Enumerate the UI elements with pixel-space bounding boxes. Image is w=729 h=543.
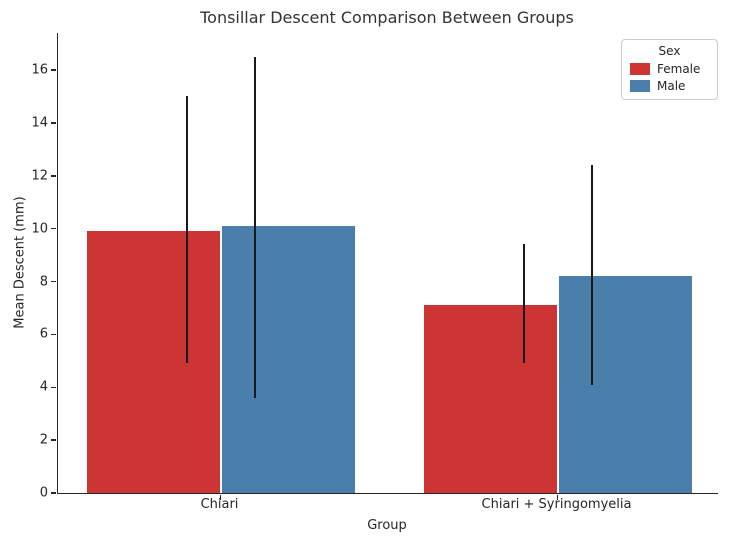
x-tick-mark bbox=[556, 495, 559, 500]
plot-area bbox=[51, 33, 718, 500]
legend-label-male: Male bbox=[657, 79, 686, 93]
y-tick-mark bbox=[51, 280, 56, 283]
y-tick-mark bbox=[51, 439, 56, 441]
y-tick-label: 12 bbox=[31, 168, 48, 184]
legend: Sex Female Male bbox=[621, 39, 718, 100]
y-tick-label: 4 bbox=[39, 379, 48, 395]
y-tick-label: 16 bbox=[31, 62, 48, 78]
y-tick-mark bbox=[51, 227, 56, 230]
error-bar-female-chiari-syringomyelia bbox=[522, 244, 525, 364]
y-tick-mark bbox=[51, 122, 56, 124]
error-bar-male-chiari bbox=[253, 56, 256, 398]
x-tick-mark bbox=[219, 495, 222, 500]
female-color-swatch bbox=[630, 63, 650, 75]
error-bar-male-chiari-syringomyelia bbox=[590, 165, 593, 385]
legend-item-male: Male bbox=[630, 79, 709, 93]
x-axis-label: Group bbox=[367, 518, 407, 533]
chart-title: Tonsillar Descent Comparison Between Gro… bbox=[200, 8, 574, 27]
y-tick-label: 6 bbox=[39, 326, 48, 342]
x-tick-label-chiari: Chiari bbox=[200, 497, 239, 512]
legend-item-female: Female bbox=[630, 62, 709, 76]
male-color-swatch bbox=[630, 80, 650, 92]
y-tick-label: 2 bbox=[39, 432, 48, 448]
x-tick-label-chiari-syringomyelia: Chiari + Syringomyelia bbox=[481, 497, 632, 512]
legend-label-female: Female bbox=[657, 62, 701, 76]
bar-female-chiari bbox=[86, 231, 220, 493]
y-tick-label: 8 bbox=[39, 274, 48, 289]
error-bar-female-chiari bbox=[185, 96, 188, 364]
bar-male-chiari-syringomyelia bbox=[558, 276, 692, 493]
y-tick-mark bbox=[51, 175, 56, 177]
y-tick-label: 14 bbox=[31, 115, 48, 131]
y-tick-label: 10 bbox=[31, 221, 48, 237]
bar-male-chiari bbox=[221, 226, 355, 493]
bar-female-chiari-syringomyelia bbox=[423, 305, 557, 493]
y-tick-mark bbox=[51, 386, 56, 388]
y-tick-mark bbox=[51, 492, 56, 494]
y-tick-label: 0 bbox=[39, 485, 48, 501]
y-tick-mark bbox=[51, 69, 56, 71]
y-axis-label: Mean Descent (mm) bbox=[12, 196, 28, 329]
y-tick-mark bbox=[51, 333, 56, 336]
legend-title: Sex bbox=[658, 44, 681, 58]
